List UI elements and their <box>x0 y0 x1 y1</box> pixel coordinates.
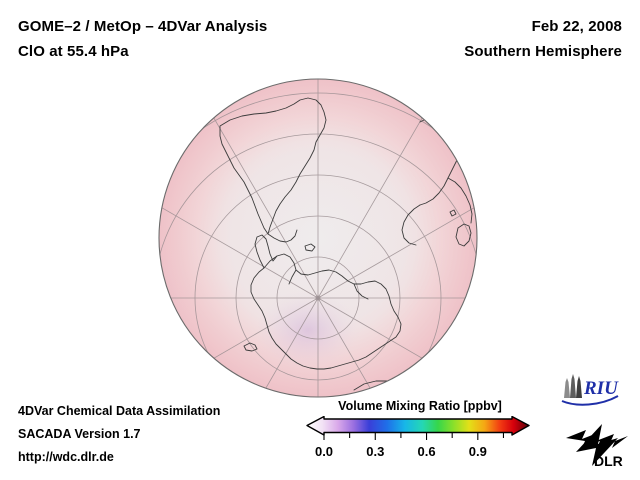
colorbar-tick-labels: 0.0 0.3 0.6 0.9 <box>306 444 546 466</box>
footer-line-2: SACADA Version 1.7 <box>18 427 141 441</box>
coastline-south-america-tip <box>267 229 298 243</box>
header-right-block: Feb 22, 2008 Southern Hemisphere <box>464 14 622 64</box>
globe-svg <box>158 78 478 398</box>
coastline-weddell-shelf <box>288 269 297 285</box>
colorbar-ticks <box>323 433 505 440</box>
coastline-africa-east <box>447 177 473 224</box>
coastline-south-georgia <box>243 342 258 352</box>
coastline-falklands <box>304 243 316 252</box>
colorbar-tick-label: 0.3 <box>366 444 385 459</box>
coastline-island-a <box>449 209 457 217</box>
coastline-antarctica <box>250 253 402 370</box>
dlr-mark-icon <box>566 424 628 466</box>
colorbar-swatch <box>306 416 530 436</box>
riu-logo-text: RIU <box>583 378 619 399</box>
riu-logo: RIU <box>561 374 619 406</box>
page-subtitle: ClO at 55.4 hPa <box>18 43 129 60</box>
coastline-africa-south <box>401 204 421 246</box>
region-label: Southern Hemisphere <box>464 43 622 60</box>
coastline-new-zealand <box>433 372 450 382</box>
colorbar-tick-label: 0.0 <box>314 444 334 459</box>
footer-left-block: 4DVar Chemical Data Assimilation SACADA … <box>18 400 220 469</box>
riu-swoosh-icon <box>561 395 619 406</box>
dlr-logo-text: DLR <box>594 453 623 469</box>
globe-outline <box>158 78 478 398</box>
header-left-block: GOME–2 / MetOp – 4DVar Analysis ClO at 5… <box>18 14 267 64</box>
date-label: Feb 22, 2008 <box>531 18 622 35</box>
coastline-antarctic-peninsula <box>254 234 278 269</box>
riu-towers-icon <box>564 374 582 398</box>
globe-map <box>158 78 478 398</box>
colorbar-svg <box>306 416 530 440</box>
colorbar: Volume Mixing Ratio [ppbv] 0.0 0.3 0.6 0.9 <box>306 399 546 474</box>
coastline-ross-shelf <box>353 283 369 300</box>
colorbar-tick-label: 0.6 <box>417 444 436 459</box>
colorbar-tick-label: 0.9 <box>468 444 487 459</box>
coastline-madagascar <box>455 223 472 247</box>
coastline-south-america <box>219 97 327 235</box>
footer-url: http://wdc.dlr.de <box>18 450 114 464</box>
colorbar-title: Volume Mixing Ratio [ppbv] <box>338 399 502 413</box>
dlr-logo: DLR <box>566 424 628 469</box>
south-pole-marker <box>315 295 321 301</box>
footer-line-1: 4DVar Chemical Data Assimilation <box>18 404 221 418</box>
globe-disc <box>159 79 477 397</box>
page-title: GOME–2 / MetOp – 4DVar Analysis <box>18 18 268 35</box>
data-blob-violet <box>159 156 314 397</box>
data-blob-blush <box>256 290 360 370</box>
